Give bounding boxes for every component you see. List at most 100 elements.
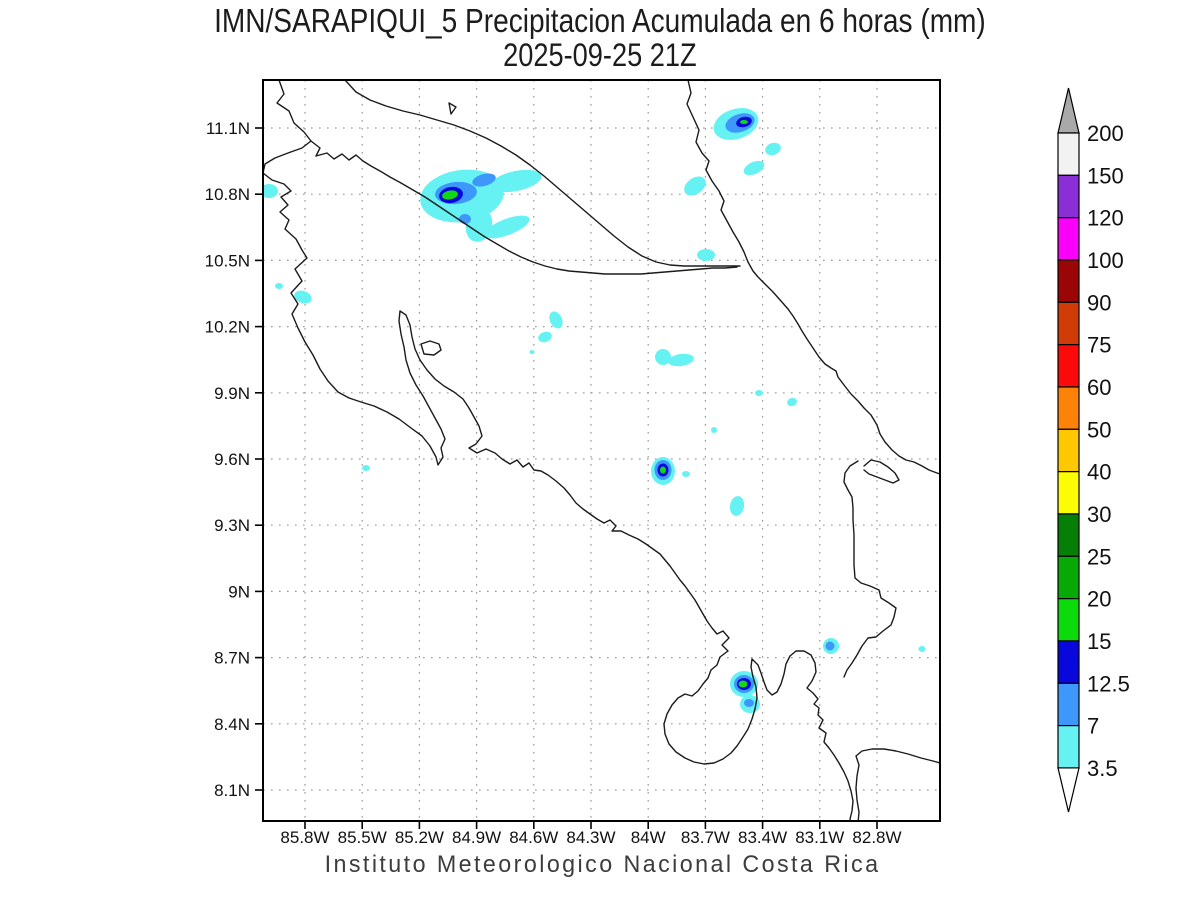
lat-tick-label: 9.3N <box>214 516 250 535</box>
colorbar-segment <box>1057 259 1080 303</box>
lat-tick-label: 10.8N <box>205 185 250 204</box>
precip-contour-3.5 <box>684 176 706 196</box>
precip-contour-3.5 <box>729 496 745 516</box>
map-title-line2: 2025-09-25 21Z <box>0 37 1200 74</box>
footer-credit: Instituto Meteorologico Nacional Costa R… <box>0 851 1200 879</box>
colorbar-segment <box>1057 725 1080 769</box>
colorbar-segment <box>1057 174 1080 219</box>
colorbar-label: 150 <box>1087 163 1124 188</box>
colorbar-segment <box>1057 598 1080 642</box>
colorbar-segment <box>1057 471 1080 515</box>
precip-cell-speck <box>755 390 763 396</box>
precip-contour-3.5 <box>538 331 552 343</box>
precip-contour-7 <box>459 214 471 224</box>
precip-cell-cell <box>697 249 715 261</box>
lon-tick-label: 85.8W <box>280 828 329 847</box>
precip-contour-15 <box>738 680 748 688</box>
precip-cell-streak <box>538 331 552 343</box>
colorbar-label: 30 <box>1087 502 1111 527</box>
colorbar-segment <box>1057 555 1080 600</box>
outline-panama-border <box>843 460 897 678</box>
lat-tick-label: 9N <box>228 582 250 601</box>
precip-contour-7 <box>825 641 835 651</box>
colorbar-label: 15 <box>1087 629 1111 654</box>
colorbar-segment <box>1057 682 1080 727</box>
precip-cell-speck <box>362 465 370 471</box>
precip-contour-3.5 <box>755 390 763 396</box>
colorbar-label: 75 <box>1087 333 1111 358</box>
lat-tick-label: 9.9N <box>214 384 250 403</box>
map-outlines <box>263 80 940 821</box>
precip-cell-speck <box>918 646 926 652</box>
lat-tick-label: 8.4N <box>214 715 250 734</box>
lat-tick-label: 8.7N <box>214 649 250 668</box>
outline-isla-chira <box>420 340 442 356</box>
lon-tick-label: 82.8W <box>852 828 901 847</box>
precip-contour-3.5 <box>668 353 694 367</box>
lon-tick-label: 84.3W <box>566 828 615 847</box>
lat-tick-label: 11.1N <box>206 119 250 138</box>
map-frame <box>262 79 941 822</box>
gridlines <box>263 80 940 821</box>
precip-contour-3.5 <box>275 283 283 289</box>
colorbar-label: 7 <box>1087 714 1099 739</box>
lat-tick-label: 10.5N <box>205 251 250 270</box>
precip-cell-speck <box>682 471 690 477</box>
colorbar: 200 150 120 100 90 75 60 50 40 30 25 20 15 12.5 7 3.5 <box>1057 87 1130 813</box>
lat-tick-label: 9.6N <box>214 450 250 469</box>
axes: 11.1N 10.8N 10.5N 10.2N 9.9N 9.6N 9.3N 9N 8.7N 8.… <box>205 119 902 847</box>
precip-cell-cell <box>729 496 745 516</box>
outline-burica-east-and-panama-coast <box>855 748 940 821</box>
colorbar-label: 50 <box>1087 417 1111 442</box>
map-title-line2-text: 2025-09-25 21Z <box>503 37 697 73</box>
lon-tick-label: 83.1W <box>795 828 844 847</box>
precip-cell-coast-cell <box>294 290 312 304</box>
precip-cell-speck <box>765 142 781 156</box>
precip-cell-osa-cell <box>730 671 758 697</box>
colorbar-arrow-bottom <box>1057 767 1080 813</box>
colorbar-segment <box>1057 344 1080 388</box>
precip-contour-3.5 <box>490 169 542 193</box>
outline-caribbean-coast <box>686 80 940 475</box>
colorbar-label: 20 <box>1087 587 1111 612</box>
precip-contour-15 <box>442 190 458 200</box>
precip-cell-speck <box>529 350 535 354</box>
precip-contour-3.5 <box>682 471 690 477</box>
colorbar-segment <box>1057 301 1080 346</box>
precip-contour-3.5 <box>743 160 765 176</box>
lon-tick-label: 85.5W <box>338 828 387 847</box>
precip-cell-edge-cell-10.8n <box>263 184 278 198</box>
lon-tick-label: 84W <box>631 828 666 847</box>
colorbar-label: 60 <box>1087 375 1111 400</box>
lon-tick-label: 84.6W <box>509 828 558 847</box>
precip-cell-tortuguero-cell <box>713 108 759 140</box>
outline-lake-island <box>448 102 457 115</box>
precip-contour-3.5 <box>263 184 278 198</box>
outline-nicaragua-border <box>310 140 738 275</box>
outline-pacific-coast <box>263 80 854 821</box>
outline-lake-nicaragua-and-rio-san-juan <box>344 80 741 267</box>
precip-contour-3.5 <box>918 646 926 652</box>
lon-tick-label: 84.9W <box>452 828 501 847</box>
colorbar-label: 25 <box>1087 544 1111 569</box>
lat-tick-label: 8.1N <box>214 781 250 800</box>
lat-tick-label: 10.2N <box>205 318 250 337</box>
precip-cell-speck <box>711 427 717 433</box>
precip-cell-speck <box>787 397 797 407</box>
precip-contour-3.5 <box>711 427 717 433</box>
precip-contour-7 <box>744 699 754 707</box>
precip-contour-3.5 <box>529 350 535 354</box>
precip-contour-3.5 <box>697 249 715 261</box>
lon-tick-label: 85.2W <box>395 828 444 847</box>
colorbar-label: 100 <box>1087 248 1124 273</box>
precip-cell-coast-cell <box>684 176 706 196</box>
precip-contour-3.5 <box>765 142 781 156</box>
precip-cell-cell <box>823 638 839 654</box>
colorbar-segment <box>1057 217 1080 261</box>
map-title-line1-text: IMN/SARAPIQUI_5 Precipitacion Acumulada … <box>214 2 986 39</box>
lon-tick-label: 83.4W <box>738 828 787 847</box>
lon-tick-label: 83.7W <box>681 828 730 847</box>
outline-caribbean-lagoon <box>863 459 900 484</box>
precip-contour-3.5 <box>787 397 797 407</box>
